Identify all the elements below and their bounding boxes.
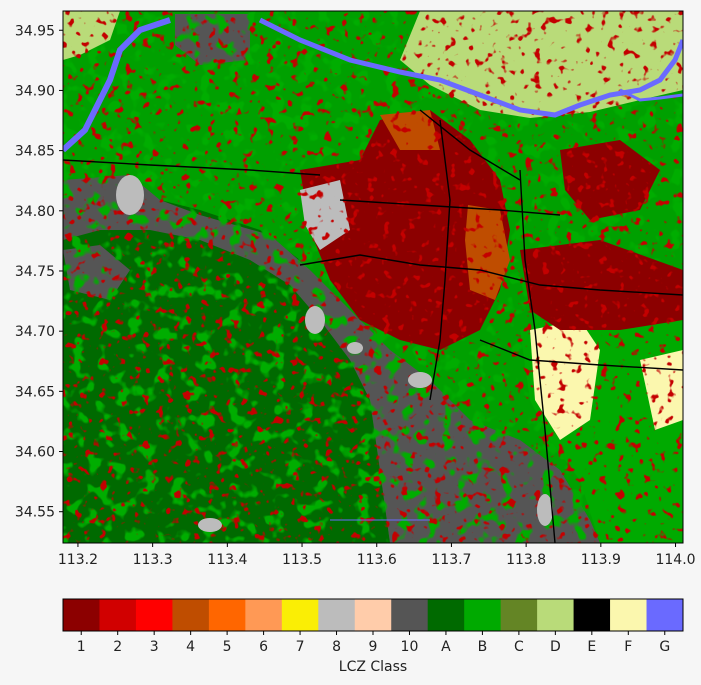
- urban-texture: [63, 11, 683, 543]
- legend-title: LCZ Class: [339, 659, 407, 675]
- y-axis: 34.95 34.90 34.85 34.80 34.75 34.70 34.65 34.60…: [15, 23, 63, 521]
- grey-patch: [198, 518, 222, 532]
- legend-label: E: [587, 639, 596, 655]
- legend-label: 6: [259, 639, 268, 655]
- legend-label: 10: [401, 639, 419, 655]
- legend-swatch: [318, 599, 356, 631]
- x-tick-label: 113.7: [431, 552, 471, 568]
- legend-swatch: [427, 599, 465, 631]
- legend-label: 4: [186, 639, 195, 655]
- legend-swatch: [63, 599, 100, 631]
- legend-label: C: [514, 639, 524, 655]
- legend-swatch: [245, 599, 283, 631]
- legend-label: A: [441, 639, 451, 655]
- x-tick-label: 113.5: [282, 552, 322, 568]
- map-frame: [62, 10, 684, 544]
- x-tick-label: 113.8: [506, 552, 546, 568]
- grey-patch: [116, 175, 144, 215]
- grey-patch: [408, 372, 432, 388]
- grey-patch: [305, 306, 325, 334]
- legend-label: 2: [113, 639, 122, 655]
- x-tick-label: 113.2: [58, 552, 98, 568]
- yellow-river: [63, 17, 683, 153]
- map-raster: [63, 11, 683, 543]
- y-tick-label: 34.95: [15, 23, 55, 39]
- legend-label: D: [550, 639, 561, 655]
- legend-swatch: [646, 599, 684, 631]
- legend-label: 5: [223, 639, 232, 655]
- x-tick-label: 113.6: [357, 552, 397, 568]
- roads: [63, 109, 683, 543]
- y-tick-label: 34.65: [15, 384, 55, 400]
- y-tick-label: 34.75: [15, 264, 55, 280]
- legend-swatch: [500, 599, 538, 631]
- grey-patch: [537, 494, 553, 526]
- x-tick-label: 114.0: [655, 552, 695, 568]
- legend-label: 9: [369, 639, 378, 655]
- legend-swatch: [172, 599, 210, 631]
- legend-swatch: [573, 599, 611, 631]
- y-tick-label: 34.90: [15, 83, 55, 99]
- legend-swatch: [537, 599, 575, 631]
- x-tick-label: 113.9: [581, 552, 621, 568]
- lcz-legend: 1 2 3 4 5 6 7 8 9 10 A B C D E F G: [62, 598, 684, 655]
- y-tick-label: 34.80: [15, 204, 55, 220]
- y-tick-label: 34.85: [15, 144, 55, 160]
- x-tick-label: 113.3: [133, 552, 173, 568]
- legend-label: B: [478, 639, 488, 655]
- x-tick-label: 113.4: [207, 552, 247, 568]
- legend-label: 8: [332, 639, 341, 655]
- legend-frame: [62, 598, 684, 632]
- legend-swatch: [281, 599, 319, 631]
- legend-swatch: [610, 599, 648, 631]
- y-tick-label: 34.60: [15, 445, 55, 461]
- legend-label: 7: [296, 639, 305, 655]
- legend-swatch: [391, 599, 429, 631]
- y-tick-label: 34.55: [15, 505, 55, 521]
- legend-label: F: [624, 639, 632, 655]
- legend-swatch: [464, 599, 502, 631]
- legend-label: G: [659, 639, 670, 655]
- legend-label: 3: [150, 639, 159, 655]
- legend-swatch: [208, 599, 246, 631]
- legend-swatch: [99, 599, 137, 631]
- y-tick-label: 34.70: [15, 324, 55, 340]
- legend-label: 1: [77, 639, 86, 655]
- x-axis: 113.2 113.3 113.4 113.5 113.6 113.7 113.8 113.9…: [58, 543, 696, 568]
- legend-swatch: [354, 599, 392, 631]
- legend-swatch: [135, 599, 173, 631]
- grey-patch: [347, 342, 363, 354]
